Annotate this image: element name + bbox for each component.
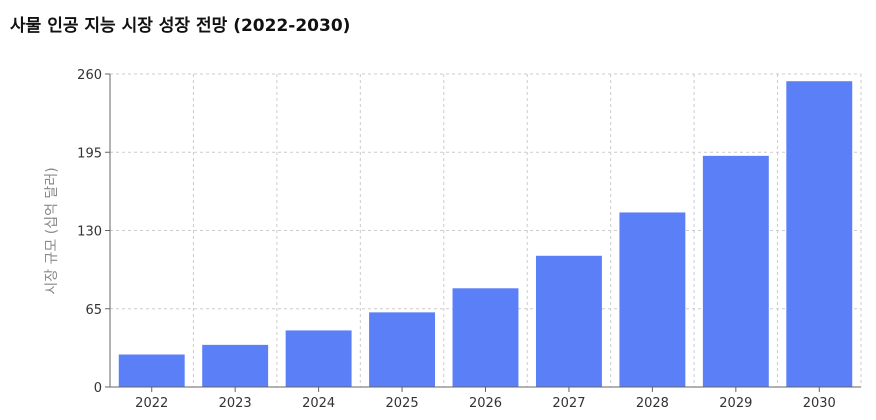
x-tick-label: 2030 [803,396,836,411]
axes [105,73,861,392]
x-tick-label: 2028 [636,396,669,411]
y-tick-label: 130 [77,225,102,240]
x-tick-label: 2023 [219,396,252,411]
bar-2028 [619,212,686,387]
bars [118,81,853,387]
y-axis-label: 시장 규모 (십억 달러) [44,167,60,294]
bar-2026 [452,288,519,387]
x-tick-label: 2026 [469,396,502,411]
y-tick-label: 260 [77,68,102,83]
x-tick-label: 2024 [302,396,335,411]
x-tick-label: 2029 [719,396,752,411]
bar-2029 [702,155,769,387]
bar-2024 [285,330,352,387]
bar-2030 [786,81,853,387]
bar-2023 [202,344,269,387]
x-tick-label: 2027 [552,396,585,411]
x-tick-label: 2022 [135,396,168,411]
y-tick-label: 0 [94,381,102,396]
tick-labels: 0 65 130 195 260 2022 2023 2024 2025 2026 2027 2028… [77,68,836,411]
chart-title: 사물 인공 지능 시장 성장 전망 (2022-2030) [10,16,351,36]
bar-2027 [535,255,602,387]
bar-2022 [118,354,185,387]
x-tick-label: 2025 [386,396,419,411]
y-tick-label: 65 [85,303,102,318]
bar-2025 [369,312,436,387]
y-tick-label: 195 [77,146,102,161]
